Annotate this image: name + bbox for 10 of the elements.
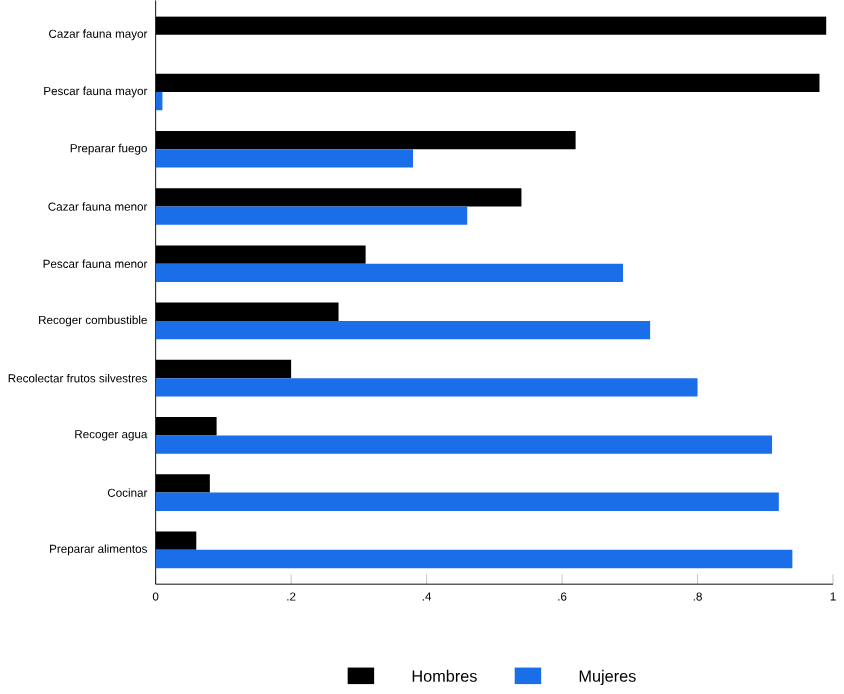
bar: [155, 492, 779, 511]
bar: [155, 377, 698, 397]
bar: [155, 320, 651, 340]
bar: [155, 549, 793, 568]
bar: [155, 206, 468, 225]
legend-label: Hombres: [412, 669, 477, 682]
legend-label: Mujeres: [579, 669, 636, 685]
bar: [155, 149, 414, 168]
bar: [155, 435, 773, 454]
bar: [155, 263, 624, 282]
